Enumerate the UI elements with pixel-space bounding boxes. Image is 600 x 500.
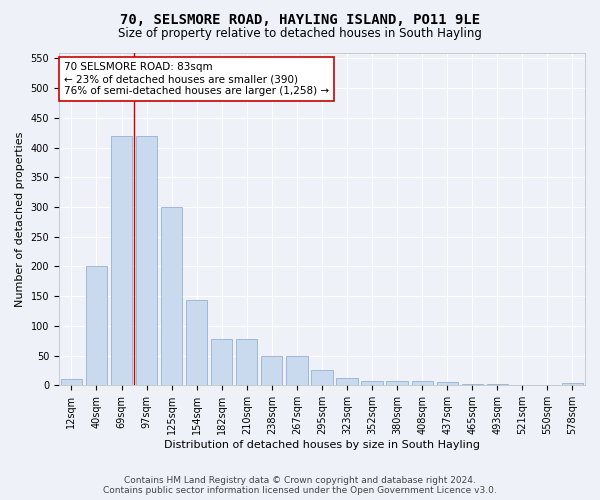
Text: Size of property relative to detached houses in South Hayling: Size of property relative to detached ho… [118,28,482,40]
Bar [261,356,283,386]
Bar [111,136,132,386]
Bar [461,384,483,386]
Text: 70 SELSMORE ROAD: 83sqm
← 23% of detached houses are smaller (390)
76% of semi-d: 70 SELSMORE ROAD: 83sqm ← 23% of detache… [64,62,329,96]
Bar [537,385,558,386]
Bar [286,356,308,386]
Text: Contains HM Land Registry data © Crown copyright and database right 2024.
Contai: Contains HM Land Registry data © Crown c… [103,476,497,495]
Bar [361,380,383,386]
Bar [136,136,157,386]
Bar [161,207,182,386]
Bar [512,385,533,386]
Bar [86,266,107,386]
Bar [61,380,82,386]
Bar [311,370,332,386]
Bar [562,383,583,386]
Bar [211,339,232,386]
Bar [186,300,208,386]
Bar [386,380,408,386]
Bar [487,384,508,386]
X-axis label: Distribution of detached houses by size in South Hayling: Distribution of detached houses by size … [164,440,480,450]
Text: 70, SELSMORE ROAD, HAYLING ISLAND, PO11 9LE: 70, SELSMORE ROAD, HAYLING ISLAND, PO11 … [120,12,480,26]
Bar [412,380,433,386]
Bar [236,339,257,386]
Bar [337,378,358,386]
Y-axis label: Number of detached properties: Number of detached properties [15,131,25,306]
Bar [437,382,458,386]
